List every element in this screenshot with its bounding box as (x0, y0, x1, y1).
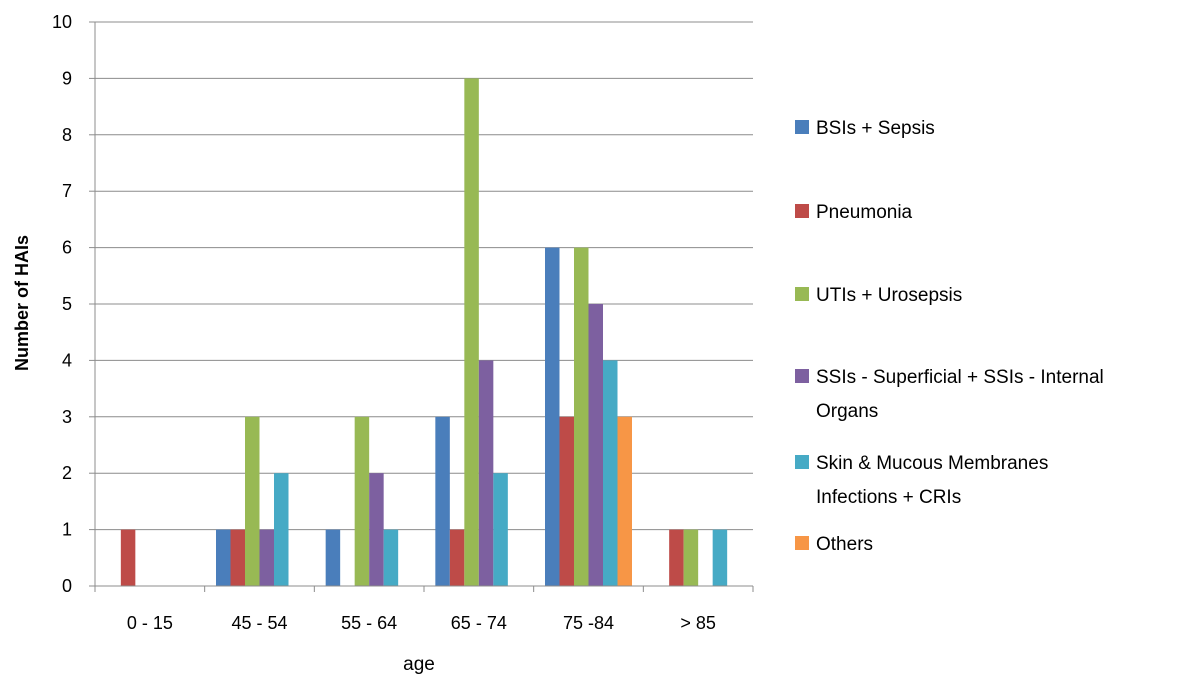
legend-swatch (795, 120, 809, 134)
y-tick-label: 9 (62, 68, 72, 88)
y-tick-labels: 0 1 2 3 4 5 6 7 8 9 10 (52, 12, 72, 596)
y-tick-label: 5 (62, 294, 72, 314)
x-tick-label: 65 - 74 (451, 613, 507, 633)
legend-item-bsis-sepsis: BSIs + Sepsis (795, 118, 935, 139)
legend: BSIs + Sepsis Pneumonia UTIs + Urosepsis SS… (795, 118, 1104, 555)
legend-label: Others (816, 534, 873, 555)
gridlines (95, 21, 753, 531)
bar-skin-mucous-membranes-infections-cris-3 (493, 473, 508, 586)
legend-item-others: Others (795, 534, 873, 555)
legend-item-pneumonia: Pneumonia (795, 202, 913, 223)
x-tick-label: 45 - 54 (231, 613, 287, 633)
legend-label: Infections + CRIs (816, 487, 961, 508)
bar-skin-mucous-membranes-infections-cris-1 (274, 473, 289, 586)
bar-pneumonia-5 (669, 529, 684, 586)
bar-pneumonia-4 (559, 416, 574, 586)
bar-ssis-superficial-ssis-internal-organs-4 (588, 304, 603, 586)
bar-skin-mucous-membranes-infections-cris-2 (383, 529, 399, 586)
legend-swatch (795, 536, 809, 550)
x-tick-label: > 85 (680, 613, 716, 633)
y-tick-label: 0 (62, 576, 72, 596)
bar-pneumonia-1 (230, 529, 245, 586)
legend-swatch (795, 287, 809, 301)
y-tick-label: 4 (62, 350, 72, 370)
bar-ssis-superficial-ssis-internal-organs-1 (259, 529, 274, 586)
bar-others-4 (617, 416, 632, 586)
bars (120, 78, 728, 587)
legend-label: Skin & Mucous Membranes (816, 453, 1048, 474)
x-tick-label: 0 - 15 (127, 613, 173, 633)
y-tick-label: 2 (62, 463, 72, 483)
y-axis-title: Number of HAIs (12, 235, 32, 371)
legend-label: Organs (816, 401, 878, 422)
bar-bsis-sepsis-1 (216, 529, 231, 586)
bar-utis-urosepsis-1 (245, 416, 260, 586)
x-tick-label: 75 -84 (563, 613, 614, 633)
bar-utis-urosepsis-2 (354, 416, 370, 586)
y-tick-label: 3 (62, 407, 72, 427)
bar-pneumonia-0 (120, 529, 136, 586)
bar-ssis-superficial-ssis-internal-organs-3 (478, 360, 494, 586)
bar-skin-mucous-membranes-infections-cris-4 (603, 360, 618, 586)
x-tick-labels: 0 - 15 45 - 54 55 - 64 65 - 74 75 -84 > 85 (127, 613, 716, 633)
legend-label: BSIs + Sepsis (816, 118, 935, 139)
y-tick-label: 8 (62, 125, 72, 145)
legend-swatch (795, 204, 809, 218)
legend-swatch (795, 369, 809, 383)
legend-swatch (795, 455, 809, 469)
bar-bsis-sepsis-2 (325, 529, 341, 586)
bar-skin-mucous-membranes-infections-cris-5 (712, 529, 728, 586)
bar-bsis-sepsis-4 (545, 247, 560, 586)
legend-label: Pneumonia (816, 202, 913, 223)
y-tick-label: 10 (52, 12, 72, 32)
y-tick-label: 7 (62, 181, 72, 201)
legend-item-skin-mucous-membranes-infections-cris: Skin & Mucous Membranes Infections + CRIs (795, 453, 1048, 508)
legend-label: UTIs + Urosepsis (816, 285, 962, 306)
bar-bsis-sepsis-3 (435, 416, 450, 586)
bar-pneumonia-3 (449, 529, 465, 586)
y-tick-label: 6 (62, 238, 72, 258)
bar-utis-urosepsis-4 (574, 247, 589, 586)
legend-label: SSIs - Superficial + SSIs - Internal (816, 367, 1104, 388)
bar-ssis-superficial-ssis-internal-organs-2 (369, 473, 384, 586)
bar-utis-urosepsis-3 (464, 78, 479, 587)
legend-item-ssis-superficial-ssis-internal-organs: SSIs - Superficial + SSIs - Internal Orga… (795, 367, 1104, 422)
x-axis-title: age (403, 654, 435, 674)
x-tick-label: 55 - 64 (341, 613, 397, 633)
bar-utis-urosepsis-5 (683, 529, 699, 586)
axes (89, 21, 754, 592)
y-tick-label: 1 (62, 520, 72, 540)
legend-item-utis-urosepsis: UTIs + Urosepsis (795, 285, 962, 306)
